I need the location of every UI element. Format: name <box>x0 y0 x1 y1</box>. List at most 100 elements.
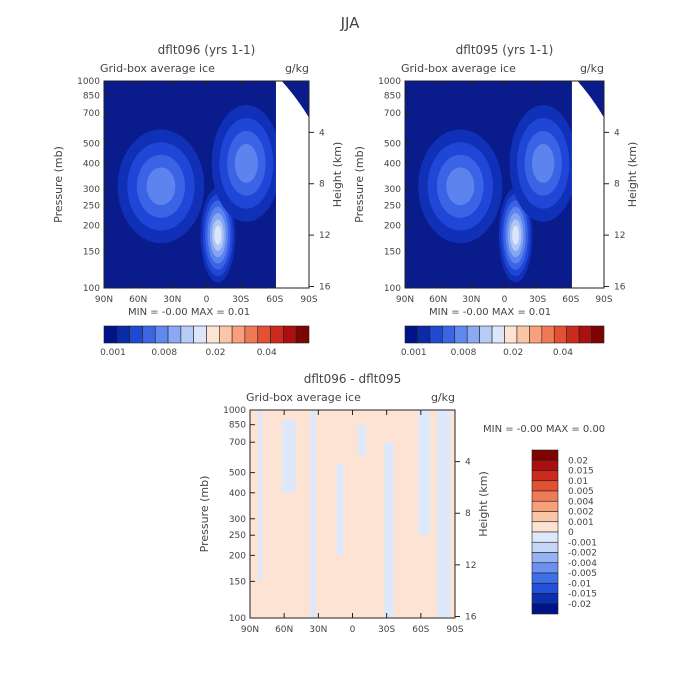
colorbar-label: 0.004 <box>568 497 594 507</box>
x-tick-label: 90N <box>396 295 414 305</box>
x-tick-label: 90N <box>95 295 113 305</box>
height-tick-label: 4 <box>319 128 325 138</box>
height-tick-label: 16 <box>614 282 626 292</box>
colorbar-swatch <box>244 325 259 344</box>
colorbar-swatch <box>531 500 559 512</box>
topography-mask <box>425 405 455 410</box>
height-tick-label: 12 <box>614 231 625 241</box>
colorbar-swatch <box>531 449 559 461</box>
y-tick-label: 850 <box>384 92 401 102</box>
y-tick-label: 300 <box>384 185 401 195</box>
y-tick-label: 500 <box>229 469 246 479</box>
colorbar-label: 0.002 <box>568 508 594 518</box>
y-tick-label: 200 <box>83 222 100 232</box>
colorbar-swatch <box>531 541 559 553</box>
colorbar-label: -0.002 <box>568 549 597 559</box>
colorbar-swatch <box>531 490 559 502</box>
topography-mask <box>275 81 309 288</box>
colorbar-label: -0.015 <box>568 590 597 600</box>
negative-difference-band <box>384 442 394 618</box>
colorbar-label: 0.02 <box>503 348 523 358</box>
height-tick-label: 4 <box>614 128 620 138</box>
colorbar-label: -0.001 <box>568 538 597 548</box>
x-tick-label: 60S <box>412 625 429 635</box>
negative-difference-band <box>358 424 367 457</box>
x-tick-label: 60S <box>266 295 283 305</box>
colorbar-swatch <box>531 552 559 564</box>
y-axis-label: Pressure (mb) <box>52 146 65 223</box>
y-tick-label: 1000 <box>223 406 246 416</box>
plot-area <box>250 405 455 618</box>
colorbar-label: 0.005 <box>568 487 594 497</box>
x-tick-label: 0 <box>502 295 508 305</box>
contour-level <box>234 143 258 183</box>
plot-area <box>405 81 604 288</box>
y-tick-label: 100 <box>384 284 401 294</box>
contour-level <box>214 225 222 245</box>
colorbar-label: -0.02 <box>568 600 591 610</box>
y-axis-label-right: Height (km) <box>477 471 490 537</box>
x-tick-label: 60N <box>429 295 447 305</box>
y-tick-label: 1000 <box>378 77 401 87</box>
panels: 90N 60N 30N 0 30S 60S 90S100085070050040030025… <box>52 43 639 635</box>
colorbar-swatch <box>231 325 246 344</box>
contour-level <box>446 167 475 206</box>
colorbar-swatch <box>180 325 194 344</box>
negative-difference-band <box>281 419 296 493</box>
colorbar-swatch <box>531 459 559 471</box>
x-tick-label: 30N <box>462 295 480 305</box>
plot-area <box>104 81 309 288</box>
colorbar-label: 0.015 <box>568 467 594 477</box>
colorbar-swatch <box>529 325 543 344</box>
colorbar: 0.020.0150.010.0050.0040.0020.0010-0.001… <box>531 449 597 615</box>
colorbar-swatch <box>193 325 207 344</box>
height-tick-label: 8 <box>465 509 471 519</box>
negative-difference-band <box>418 410 430 536</box>
colorbar-swatch <box>591 325 605 344</box>
colorbar-swatch <box>479 325 493 344</box>
colorbar-swatch <box>103 325 118 344</box>
colorbar-swatch <box>442 325 456 344</box>
x-tick-label: 90S <box>300 295 317 305</box>
y-tick-label: 400 <box>229 489 246 499</box>
colorbar-swatch <box>504 325 518 344</box>
colorbar-swatch <box>566 325 580 344</box>
x-tick-label: 0 <box>204 295 210 305</box>
y-tick-label: 700 <box>384 109 401 119</box>
units-label: g/kg <box>285 62 309 75</box>
x-tick-label: 30S <box>378 625 395 635</box>
y-tick-label: 150 <box>229 577 246 587</box>
height-tick-label: 12 <box>319 231 330 241</box>
colorbar-swatch <box>429 325 443 344</box>
colorbar-label: 0.001 <box>100 348 126 358</box>
colorbar-swatch <box>283 325 297 344</box>
y-tick-label: 300 <box>83 185 100 195</box>
colorbar-swatch <box>491 325 505 344</box>
y-tick-label: 700 <box>229 438 246 448</box>
y-tick-label: 200 <box>384 222 401 232</box>
min-max-stats: MIN = -0.00 MAX = 0.01 <box>429 307 551 318</box>
min-max-stats: MIN = -0.00 MAX = 0.01 <box>128 307 250 318</box>
colorbar-swatch <box>531 582 559 594</box>
colorbar-swatch <box>167 325 182 344</box>
colorbar-label: -0.004 <box>568 559 597 569</box>
colorbar-label: -0.005 <box>568 569 597 579</box>
colorbar-swatch <box>270 325 284 344</box>
colorbar-swatch <box>404 325 418 344</box>
negative-difference-band <box>336 464 344 556</box>
contour-level <box>146 167 176 206</box>
y-tick-label: 1000 <box>77 77 100 87</box>
height-tick-label: 12 <box>465 561 476 571</box>
colorbar: 0.001 0.008 0.02 0.04 <box>401 325 605 358</box>
colorbar-swatch <box>531 480 559 492</box>
panel-title: dflt096 - dflt095 <box>304 372 402 386</box>
contour-level <box>512 225 519 245</box>
y-tick-label: 150 <box>83 248 100 258</box>
x-tick-label: 90N <box>241 625 259 635</box>
negative-difference-band <box>310 410 317 618</box>
colorbar: 0.001 0.008 0.02 0.04 <box>100 325 310 358</box>
panel-title: dflt096 (yrs 1-1) <box>158 43 256 57</box>
figure-title: JJA <box>340 14 361 32</box>
y-tick-label: 700 <box>83 109 100 119</box>
